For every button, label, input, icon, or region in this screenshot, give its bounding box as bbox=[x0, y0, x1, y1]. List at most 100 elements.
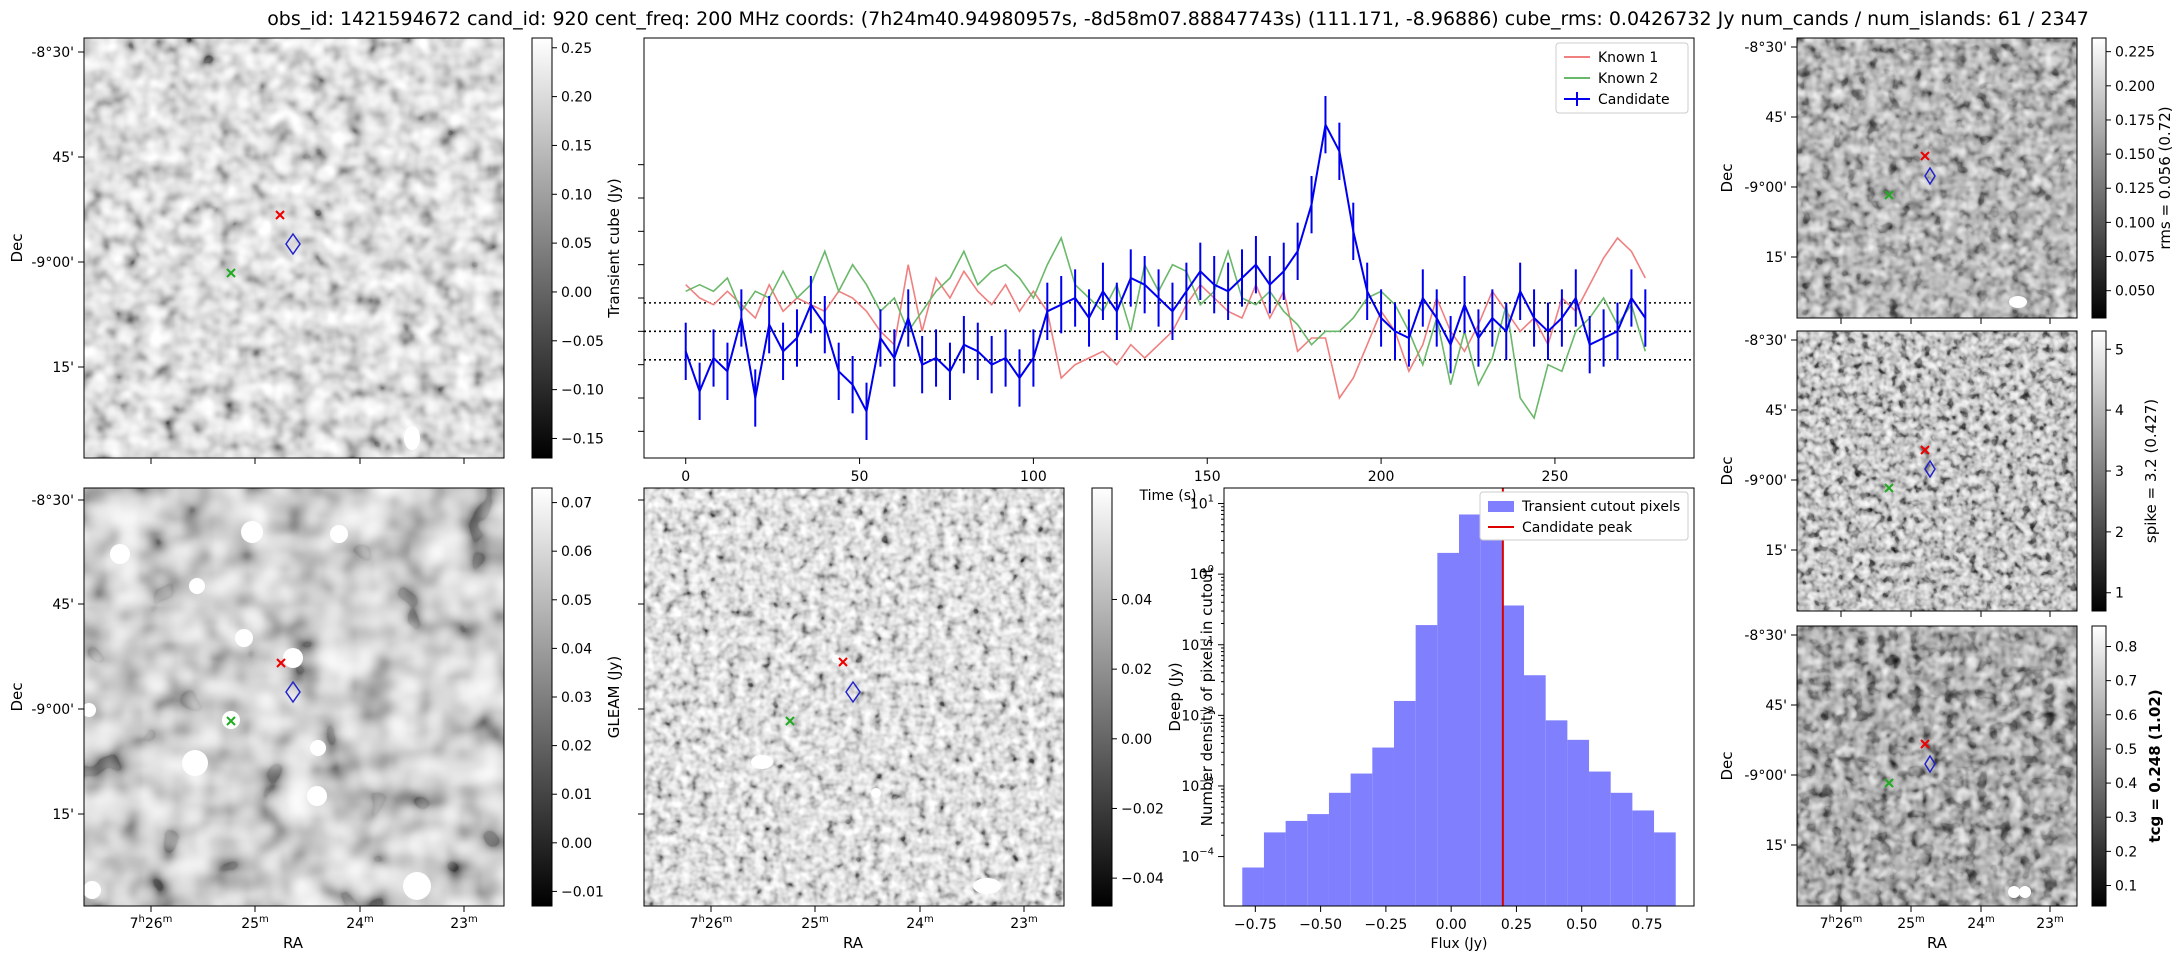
time-tick-label: 100 bbox=[1020, 469, 1047, 485]
flux-tick-label: −0.25 bbox=[1364, 917, 1407, 933]
dec-ticks-rms: -8°30' 45' -9°00' 15' bbox=[1744, 40, 1797, 266]
gleam-panel: -8°30' 45' -9°00' 15' Dec 7h26m 25m 24m … bbox=[8, 487, 623, 952]
ra-ticks-tcg: 7h26m 25m 24m 23m bbox=[1820, 906, 2064, 932]
rms-bright-source bbox=[2009, 296, 2027, 308]
dec-tick-4: 15' bbox=[1765, 543, 1787, 559]
hist-legend-box bbox=[1479, 491, 1689, 541]
rms-lines bbox=[644, 302, 1694, 361]
histogram-bar bbox=[1459, 514, 1481, 906]
colorbar-tick-label: 0.6 bbox=[2115, 708, 2137, 724]
ra-tick-3: 24m bbox=[1967, 914, 1995, 932]
dec-ticks-transient: -8°30' 45' -9°00' 15' bbox=[31, 45, 84, 376]
deep-image bbox=[644, 488, 1064, 906]
ra-tick-1: 7h26m bbox=[690, 914, 733, 932]
ra-axis-label: RA bbox=[1927, 934, 1948, 952]
histogram-legend: Transient cutout pixels Candidate peak bbox=[1479, 491, 1689, 541]
colorbar-tick-label: 0.1 bbox=[2115, 879, 2137, 895]
ra-tick-4: 23m bbox=[450, 914, 478, 932]
gleam-sources bbox=[82, 521, 431, 900]
dec-tick-2: 45' bbox=[52, 150, 74, 166]
histogram-bar bbox=[1285, 820, 1308, 906]
dec-axis-label: Dec bbox=[1718, 163, 1736, 192]
gleam-colorbar bbox=[531, 487, 553, 907]
flux-tick-label: 0.50 bbox=[1566, 917, 1597, 933]
flux-tick-label: 0.00 bbox=[1436, 917, 1467, 933]
colorbar-tick-label: 0.03 bbox=[561, 690, 592, 706]
cbar-ticks-tcg: 0.8 0.7 0.6 0.5 0.4 0.3 0.2 0.1 bbox=[2106, 639, 2137, 895]
transient-cube-colorbar-label: Transient cube (Jy) bbox=[605, 178, 623, 318]
histogram-bar bbox=[1350, 773, 1373, 906]
candidate-marker-tcg bbox=[1924, 754, 1936, 774]
colorbar-tick-label: 0.050 bbox=[2115, 284, 2155, 300]
deep-colorbar-label: Deep (Jy) bbox=[1166, 662, 1184, 731]
time-axis-label: Time (s) bbox=[1139, 488, 1197, 504]
colorbar-tick-label: 0.25 bbox=[561, 41, 592, 57]
colorbar-tick-label: 0.02 bbox=[1121, 662, 1152, 678]
dec-tick-3: -9°00' bbox=[1744, 473, 1787, 489]
lightcurve-yticks bbox=[638, 164, 644, 432]
density-axis-label: Number density of pixels in cutout bbox=[1198, 568, 1216, 827]
deep-panel: 7h26m 25m 24m 23m RA 0.04 0.02 0.00 −0.02 −0… bbox=[638, 487, 1184, 952]
known2-marker-deep bbox=[785, 716, 795, 726]
ra-ticks-spike bbox=[1840, 611, 2051, 617]
ra-ticks-transient bbox=[150, 458, 465, 464]
spike-colorbar bbox=[2091, 330, 2107, 612]
colorbar-tick-label: 0.150 bbox=[2115, 147, 2155, 163]
known2-marker-spike bbox=[1884, 483, 1894, 493]
colorbar-tick-label: 0.05 bbox=[561, 236, 592, 252]
dec-tick-2: 45' bbox=[52, 597, 74, 613]
candidate-marker-deep bbox=[845, 680, 861, 704]
histogram-bar bbox=[1589, 771, 1611, 906]
colorbar-tick-label: 0.075 bbox=[2115, 250, 2155, 266]
dec-axis-label: Dec bbox=[8, 682, 26, 711]
deep-sources bbox=[751, 655, 1001, 894]
spike-panel: -8°30' 45' -9°00' 15' Dec 5 4 3 2 1 spike = … bbox=[1718, 330, 2160, 617]
dec-ticks-tcg: -8°30' 45' -9°00' 15' bbox=[1744, 628, 1797, 854]
spike-colorbar-label: spike = 3.2 (0.427) bbox=[2142, 399, 2160, 543]
density-tick-label: 100 bbox=[1190, 564, 1214, 583]
ra-tick-2: 25m bbox=[241, 914, 269, 932]
dec-tick-1: -8°30' bbox=[1744, 40, 1787, 56]
histogram-bar bbox=[1307, 814, 1329, 906]
rms-frame bbox=[1796, 37, 2078, 319]
series-line-known-2 bbox=[685, 235, 1647, 420]
histogram-bar bbox=[1393, 700, 1416, 906]
legend-box bbox=[1555, 42, 1689, 114]
ra-axis-label: RA bbox=[843, 934, 864, 952]
colorbar-tick-label: 0.7 bbox=[2115, 674, 2137, 690]
ra-tick-2: 25m bbox=[801, 914, 829, 932]
colorbar-tick-label: 0.2 bbox=[2115, 844, 2137, 860]
histogram-bar bbox=[1632, 810, 1655, 906]
colorbar-tick-label: 0.3 bbox=[2115, 810, 2137, 826]
colorbar-tick-label: 0.10 bbox=[561, 187, 592, 203]
known2-marker-rms bbox=[1884, 190, 1894, 200]
transient-cube-colorbar bbox=[531, 37, 553, 459]
bright-source bbox=[404, 426, 420, 450]
histogram-panel: −0.75 −0.50 −0.25 0.00 0.25 0.50 0.75 10−4 10−3… bbox=[1181, 487, 1695, 952]
cbar-ticks-spike: 5 4 3 2 1 bbox=[2106, 342, 2124, 602]
colorbar-tick-label: −0.10 bbox=[561, 383, 604, 399]
histogram-bar bbox=[1502, 605, 1525, 906]
tcg-bright-source bbox=[2008, 886, 2031, 898]
lightcurve-panel: 0 50 100 150 200 250 Time (s) Known 1 Known 2… bbox=[638, 37, 1695, 504]
colorbar-tick-label: 0.8 bbox=[2115, 639, 2137, 655]
legend-known2: Known 2 bbox=[1598, 71, 1658, 87]
known2-marker-tcg bbox=[1884, 778, 1894, 788]
hist-legend-peak: Candidate peak bbox=[1522, 520, 1633, 536]
ra-ticks-rms bbox=[1840, 318, 2051, 324]
histogram-bar bbox=[1263, 832, 1286, 906]
ra-ticks-deep: 7h26m 25m 24m 23m bbox=[690, 906, 1038, 932]
known1-marker-spike bbox=[1920, 445, 1930, 455]
transient-cube-image bbox=[84, 38, 504, 458]
series-line-known-1 bbox=[685, 236, 1647, 400]
colorbar-tick-label: 0.00 bbox=[561, 285, 592, 301]
cbar-ticks-gleam: 0.07 0.06 0.05 0.04 0.03 0.02 0.01 0.00 −0.01 bbox=[552, 496, 604, 900]
colorbar-tick-label: −0.15 bbox=[561, 431, 604, 447]
ra-tick-3: 24m bbox=[346, 914, 374, 932]
time-tick-label: 200 bbox=[1368, 469, 1395, 485]
dec-tick-4: 15' bbox=[52, 360, 74, 376]
flux-tick-label: −0.50 bbox=[1299, 917, 1342, 933]
colorbar-tick-label: 0.01 bbox=[561, 787, 592, 803]
ra-tick-1: 7h26m bbox=[130, 914, 173, 932]
lightcurve-legend: Known 1 Known 2 Candidate bbox=[1555, 42, 1689, 114]
